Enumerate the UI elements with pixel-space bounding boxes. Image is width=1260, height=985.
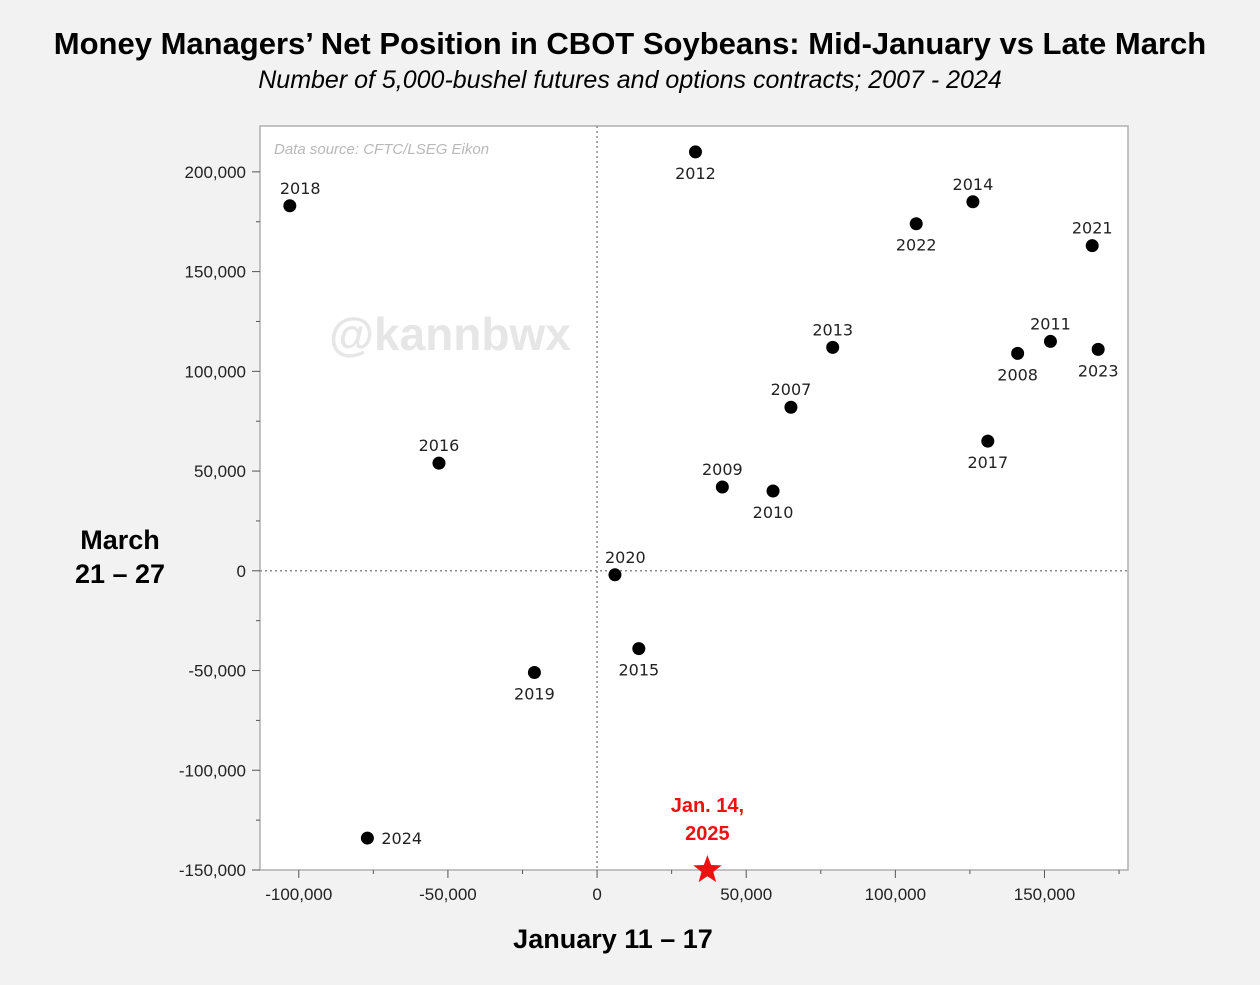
watermark: @kannbwx — [329, 308, 571, 360]
data-point-2022 — [909, 217, 923, 231]
chart-title: Money Managers’ Net Position in CBOT Soy… — [53, 26, 1207, 61]
point-label-2015: 2015 — [618, 661, 659, 680]
data-point-2021 — [1085, 239, 1099, 253]
data-point-2008 — [1011, 346, 1025, 360]
data-point-2024 — [360, 831, 374, 845]
x-tick-label: 150,000 — [1014, 885, 1075, 904]
point-label-2012: 2012 — [675, 164, 716, 183]
y-axis-label-line-1: March — [80, 525, 160, 555]
data-point-2020 — [608, 568, 622, 582]
x-tick-label: 100,000 — [865, 885, 926, 904]
highlight-label-line-1: Jan. 14, — [671, 795, 744, 817]
y-tick-label: -150,000 — [179, 861, 246, 880]
point-label-2013: 2013 — [812, 320, 853, 339]
point-label-2024: 2024 — [381, 829, 422, 848]
point-label-2009: 2009 — [702, 460, 743, 479]
data-point-2019 — [527, 666, 541, 680]
y-axis-label-line-2: 21 – 27 — [74, 559, 166, 589]
y-tick-label: 50,000 — [194, 462, 246, 481]
highlight-label-line-2: 2025 — [685, 823, 730, 845]
point-label-2018: 2018 — [280, 179, 321, 198]
data-point-2009 — [715, 480, 729, 494]
point-label-2021: 2021 — [1072, 219, 1113, 238]
point-label-2008: 2008 — [997, 365, 1038, 384]
point-label-2019: 2019 — [514, 685, 555, 704]
point-label-2014: 2014 — [953, 175, 994, 194]
point-label-2017: 2017 — [967, 453, 1008, 472]
data-source-note: Data source: CFTC/LSEG Eikon — [274, 141, 489, 158]
point-label-2011: 2011 — [1030, 314, 1071, 333]
data-point-2012 — [688, 145, 702, 159]
data-point-2017 — [981, 434, 995, 448]
x-tick-label: -50,000 — [419, 885, 477, 904]
data-point-2015 — [632, 642, 646, 656]
point-label-2016: 2016 — [419, 436, 460, 455]
point-label-2020: 2020 — [605, 548, 646, 567]
y-tick-label: -100,000 — [179, 761, 246, 780]
data-point-2007 — [784, 400, 798, 414]
point-label-2023: 2023 — [1078, 361, 1119, 380]
point-label-2022: 2022 — [896, 236, 937, 255]
y-tick-label: 0 — [237, 562, 246, 581]
data-point-2014 — [966, 195, 980, 209]
plot-area — [259, 125, 1129, 871]
point-label-2010: 2010 — [753, 503, 794, 522]
data-point-2023 — [1091, 342, 1105, 356]
y-tick-label: -50,000 — [188, 662, 246, 681]
x-tick-label: -100,000 — [265, 885, 332, 904]
data-point-2013 — [826, 340, 840, 354]
chart-subtitle: Number of 5,000-bushel futures and optio… — [258, 66, 1002, 94]
data-point-2016 — [432, 456, 446, 470]
data-point-2011 — [1043, 334, 1057, 348]
point-label-2007: 2007 — [771, 380, 812, 399]
highlight-star-marker — [693, 855, 722, 883]
x-axis-label: January 11 – 17 — [513, 924, 713, 954]
data-point-2018 — [283, 199, 297, 213]
y-tick-label: 150,000 — [185, 263, 246, 282]
x-tick-label: 0 — [592, 885, 601, 904]
data-point-2010 — [766, 484, 780, 498]
x-tick-label: 50,000 — [720, 885, 772, 904]
y-tick-label: 200,000 — [185, 163, 246, 182]
y-tick-label: 100,000 — [185, 362, 246, 381]
